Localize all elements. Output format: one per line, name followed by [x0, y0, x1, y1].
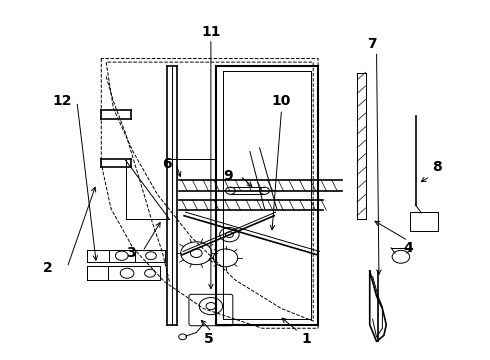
Text: 12: 12	[52, 94, 72, 108]
Text: 11: 11	[201, 25, 220, 39]
Text: 5: 5	[203, 332, 213, 346]
Text: 7: 7	[367, 37, 376, 51]
Text: 8: 8	[433, 161, 442, 175]
Text: 3: 3	[126, 246, 135, 260]
FancyBboxPatch shape	[410, 212, 439, 231]
Text: 4: 4	[403, 241, 413, 255]
Text: 9: 9	[223, 170, 233, 184]
Text: 1: 1	[301, 332, 311, 346]
Text: 10: 10	[272, 94, 291, 108]
FancyBboxPatch shape	[189, 294, 233, 326]
Text: 2: 2	[43, 261, 52, 275]
Text: 6: 6	[162, 157, 172, 171]
Circle shape	[225, 232, 233, 238]
